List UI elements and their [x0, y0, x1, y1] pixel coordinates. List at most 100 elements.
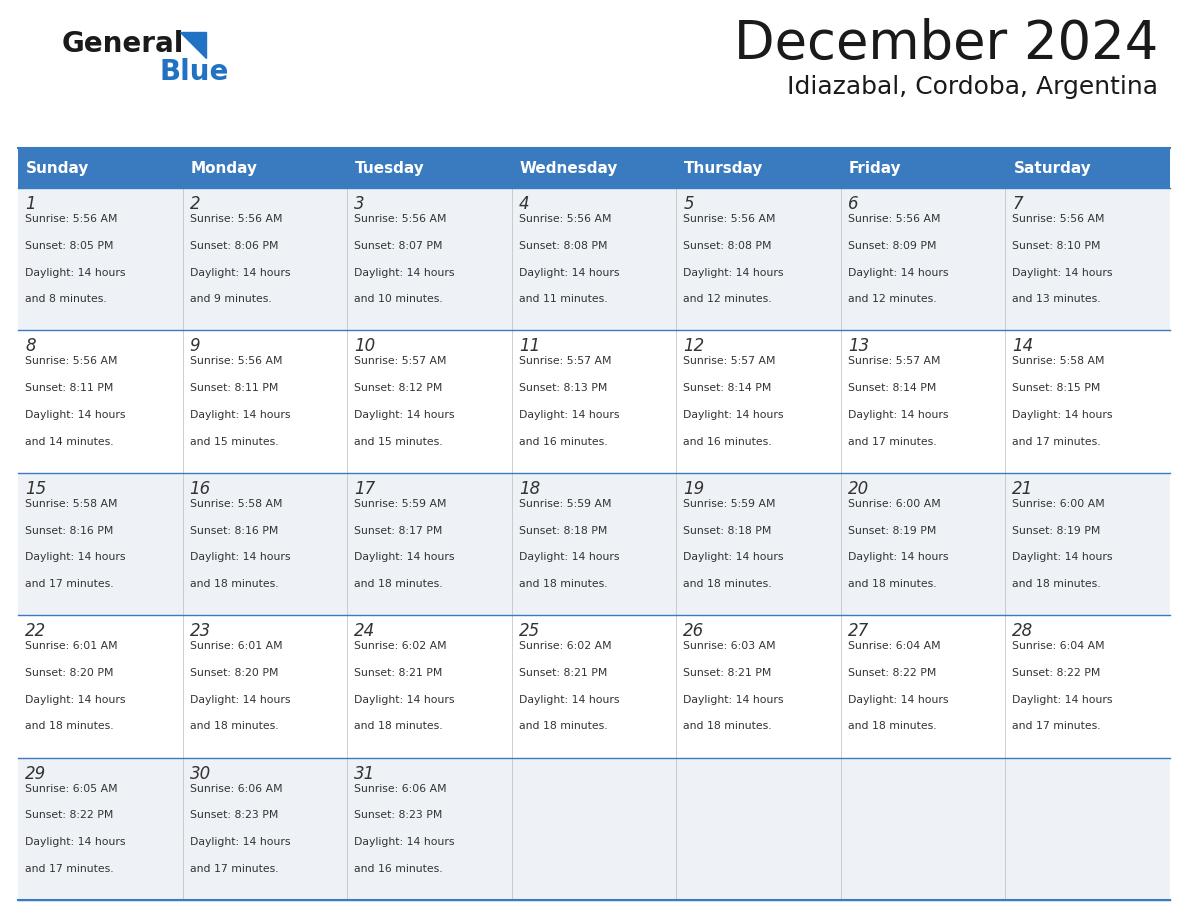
Text: 22: 22: [25, 622, 46, 640]
Text: 10: 10: [354, 338, 375, 355]
Bar: [18, 330, 1170, 473]
Text: Sunset: 8:07 PM: Sunset: 8:07 PM: [354, 241, 443, 251]
Text: Daylight: 14 hours: Daylight: 14 hours: [1012, 553, 1113, 563]
Bar: [18, 148, 1170, 188]
Text: Daylight: 14 hours: Daylight: 14 hours: [683, 267, 784, 277]
Text: and 18 minutes.: and 18 minutes.: [190, 722, 278, 732]
Text: Sunset: 8:19 PM: Sunset: 8:19 PM: [1012, 526, 1101, 535]
Text: and 18 minutes.: and 18 minutes.: [848, 722, 936, 732]
Text: Daylight: 14 hours: Daylight: 14 hours: [25, 695, 126, 705]
Text: Saturday: Saturday: [1013, 161, 1092, 175]
Text: Sunset: 8:05 PM: Sunset: 8:05 PM: [25, 241, 114, 251]
Text: Daylight: 14 hours: Daylight: 14 hours: [25, 553, 126, 563]
Text: Wednesday: Wednesday: [519, 161, 618, 175]
Text: 27: 27: [848, 622, 870, 640]
Text: Daylight: 14 hours: Daylight: 14 hours: [848, 553, 948, 563]
Text: Sunrise: 5:56 AM: Sunrise: 5:56 AM: [25, 356, 118, 366]
Text: Sunrise: 5:59 AM: Sunrise: 5:59 AM: [683, 498, 776, 509]
Text: and 15 minutes.: and 15 minutes.: [190, 437, 278, 447]
Text: and 17 minutes.: and 17 minutes.: [1012, 437, 1101, 447]
Text: and 17 minutes.: and 17 minutes.: [25, 864, 114, 874]
Text: Sunrise: 5:56 AM: Sunrise: 5:56 AM: [1012, 214, 1105, 224]
Text: 9: 9: [190, 338, 201, 355]
Text: Sunset: 8:19 PM: Sunset: 8:19 PM: [848, 526, 936, 535]
Text: Sunset: 8:20 PM: Sunset: 8:20 PM: [25, 668, 114, 678]
Text: Friday: Friday: [849, 161, 902, 175]
Text: and 16 minutes.: and 16 minutes.: [354, 864, 443, 874]
Text: 17: 17: [354, 480, 375, 498]
Text: and 11 minutes.: and 11 minutes.: [519, 295, 607, 304]
Text: and 16 minutes.: and 16 minutes.: [683, 437, 772, 447]
Text: Daylight: 14 hours: Daylight: 14 hours: [25, 410, 126, 420]
Text: Daylight: 14 hours: Daylight: 14 hours: [683, 695, 784, 705]
Text: 6: 6: [848, 195, 859, 213]
Text: 19: 19: [683, 480, 704, 498]
Text: and 18 minutes.: and 18 minutes.: [519, 579, 607, 589]
Text: Sunset: 8:12 PM: Sunset: 8:12 PM: [354, 383, 442, 393]
Text: Sunday: Sunday: [26, 161, 89, 175]
Text: 20: 20: [848, 480, 870, 498]
Text: Sunset: 8:22 PM: Sunset: 8:22 PM: [25, 811, 113, 821]
Text: 14: 14: [1012, 338, 1034, 355]
Text: Daylight: 14 hours: Daylight: 14 hours: [1012, 695, 1113, 705]
Text: Sunset: 8:14 PM: Sunset: 8:14 PM: [848, 383, 936, 393]
Text: 24: 24: [354, 622, 375, 640]
Bar: [18, 188, 1170, 330]
Text: Sunset: 8:16 PM: Sunset: 8:16 PM: [25, 526, 113, 535]
Text: Sunset: 8:21 PM: Sunset: 8:21 PM: [354, 668, 442, 678]
Text: Tuesday: Tuesday: [355, 161, 425, 175]
Text: Sunrise: 5:58 AM: Sunrise: 5:58 AM: [25, 498, 118, 509]
Text: Sunset: 8:15 PM: Sunset: 8:15 PM: [1012, 383, 1101, 393]
Text: 18: 18: [519, 480, 541, 498]
Text: Sunset: 8:20 PM: Sunset: 8:20 PM: [190, 668, 278, 678]
Text: and 16 minutes.: and 16 minutes.: [519, 437, 607, 447]
Text: Daylight: 14 hours: Daylight: 14 hours: [354, 410, 455, 420]
Text: and 18 minutes.: and 18 minutes.: [354, 579, 443, 589]
Text: 7: 7: [1012, 195, 1023, 213]
Text: 28: 28: [1012, 622, 1034, 640]
Text: Sunrise: 6:05 AM: Sunrise: 6:05 AM: [25, 784, 118, 793]
Text: Daylight: 14 hours: Daylight: 14 hours: [519, 553, 619, 563]
Text: Sunrise: 5:57 AM: Sunrise: 5:57 AM: [683, 356, 776, 366]
Text: Blue: Blue: [160, 58, 229, 86]
Text: 30: 30: [190, 765, 210, 783]
Text: and 18 minutes.: and 18 minutes.: [683, 579, 772, 589]
Text: 12: 12: [683, 338, 704, 355]
Text: and 18 minutes.: and 18 minutes.: [1012, 579, 1101, 589]
Text: Sunset: 8:10 PM: Sunset: 8:10 PM: [1012, 241, 1101, 251]
Text: Sunset: 8:13 PM: Sunset: 8:13 PM: [519, 383, 607, 393]
Text: Sunrise: 6:03 AM: Sunrise: 6:03 AM: [683, 641, 776, 651]
Text: Sunset: 8:08 PM: Sunset: 8:08 PM: [519, 241, 607, 251]
Text: Thursday: Thursday: [684, 161, 764, 175]
Polygon shape: [181, 32, 206, 58]
Text: and 12 minutes.: and 12 minutes.: [848, 295, 936, 304]
Text: Sunset: 8:22 PM: Sunset: 8:22 PM: [848, 668, 936, 678]
Text: Sunrise: 5:56 AM: Sunrise: 5:56 AM: [25, 214, 118, 224]
Text: Daylight: 14 hours: Daylight: 14 hours: [683, 553, 784, 563]
Text: Daylight: 14 hours: Daylight: 14 hours: [848, 695, 948, 705]
Text: and 13 minutes.: and 13 minutes.: [1012, 295, 1101, 304]
Text: Daylight: 14 hours: Daylight: 14 hours: [519, 267, 619, 277]
Text: Sunrise: 5:57 AM: Sunrise: 5:57 AM: [354, 356, 447, 366]
Text: General: General: [62, 30, 184, 58]
Text: Daylight: 14 hours: Daylight: 14 hours: [354, 553, 455, 563]
Text: Daylight: 14 hours: Daylight: 14 hours: [519, 695, 619, 705]
Text: Daylight: 14 hours: Daylight: 14 hours: [1012, 410, 1113, 420]
Text: and 8 minutes.: and 8 minutes.: [25, 295, 107, 304]
Text: Sunrise: 5:57 AM: Sunrise: 5:57 AM: [519, 356, 611, 366]
Text: 31: 31: [354, 765, 375, 783]
Text: and 17 minutes.: and 17 minutes.: [190, 864, 278, 874]
Text: Daylight: 14 hours: Daylight: 14 hours: [190, 837, 290, 847]
Text: Sunset: 8:09 PM: Sunset: 8:09 PM: [848, 241, 936, 251]
Text: Sunrise: 5:56 AM: Sunrise: 5:56 AM: [190, 214, 282, 224]
Text: Daylight: 14 hours: Daylight: 14 hours: [25, 267, 126, 277]
Text: Daylight: 14 hours: Daylight: 14 hours: [190, 267, 290, 277]
Text: Sunrise: 6:06 AM: Sunrise: 6:06 AM: [354, 784, 447, 793]
Text: Sunrise: 5:56 AM: Sunrise: 5:56 AM: [848, 214, 941, 224]
Text: Sunset: 8:06 PM: Sunset: 8:06 PM: [190, 241, 278, 251]
Text: Sunset: 8:23 PM: Sunset: 8:23 PM: [354, 811, 442, 821]
Text: Sunset: 8:17 PM: Sunset: 8:17 PM: [354, 526, 442, 535]
Text: 23: 23: [190, 622, 210, 640]
Text: Monday: Monday: [190, 161, 258, 175]
Text: Sunset: 8:08 PM: Sunset: 8:08 PM: [683, 241, 772, 251]
